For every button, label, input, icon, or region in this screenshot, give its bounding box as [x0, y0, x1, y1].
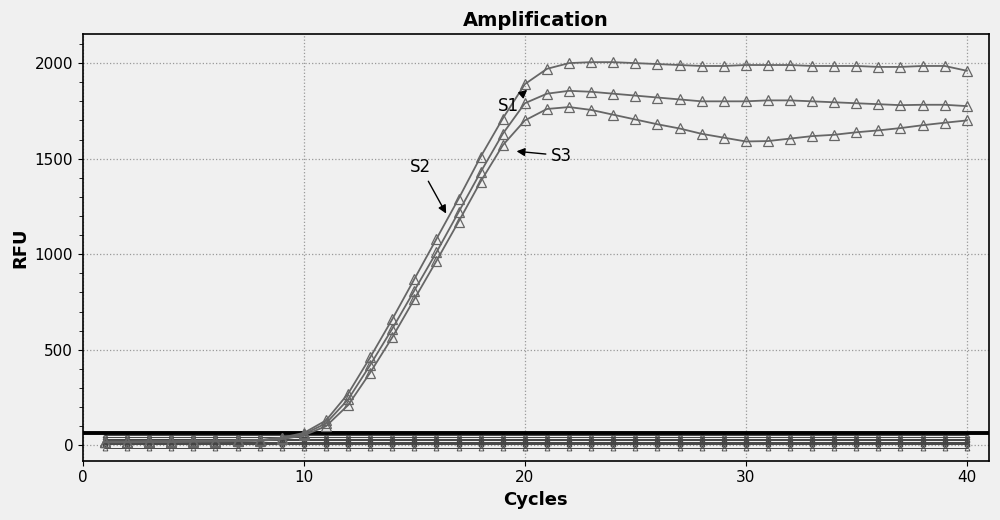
Y-axis label: RFU: RFU: [11, 227, 29, 268]
Text: S2: S2: [410, 158, 445, 212]
Text: S3: S3: [518, 147, 572, 164]
Text: S1: S1: [498, 91, 526, 115]
Title: Amplification: Amplification: [463, 11, 609, 30]
X-axis label: Cycles: Cycles: [504, 491, 568, 509]
